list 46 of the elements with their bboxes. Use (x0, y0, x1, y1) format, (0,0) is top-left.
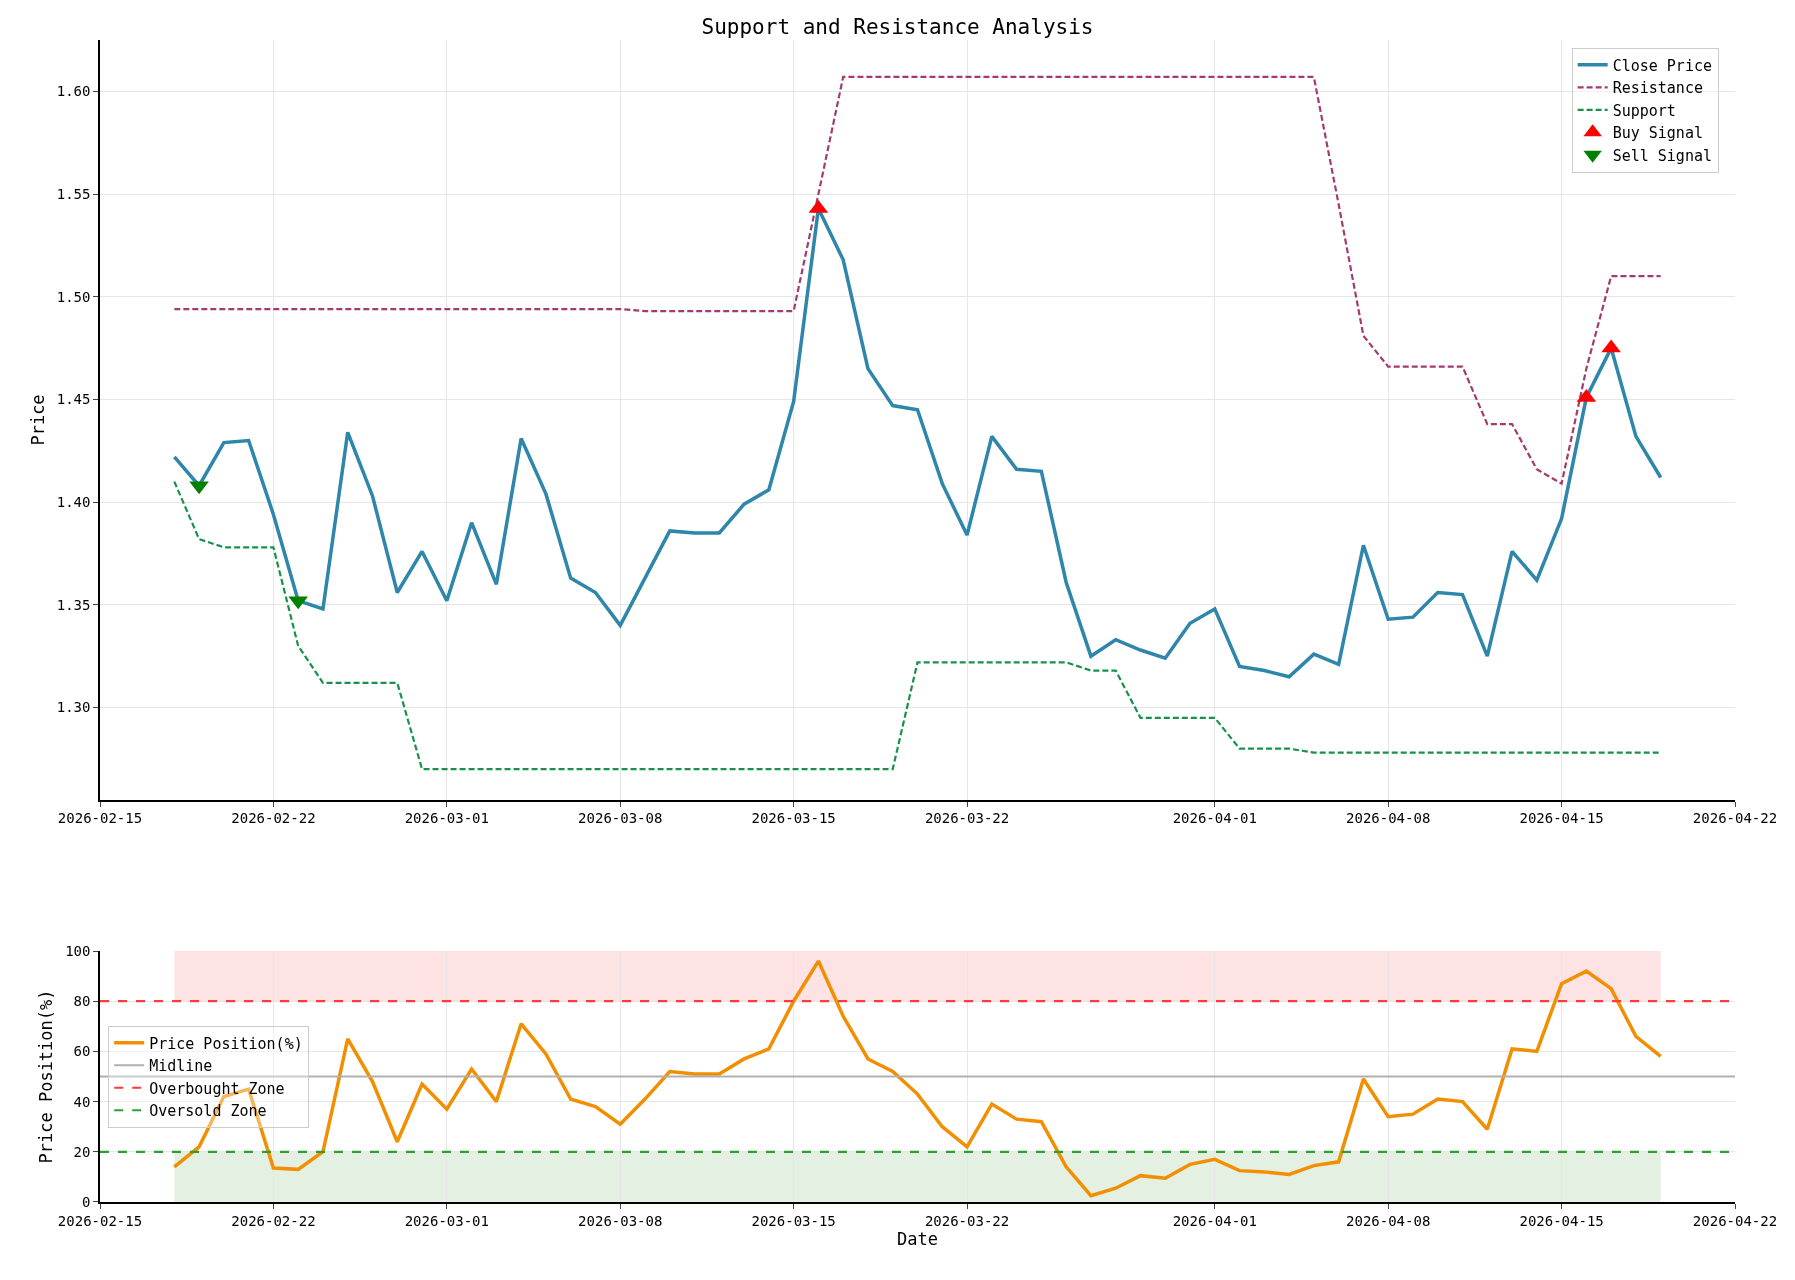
x-tick-label: 2026-04-08 (1346, 1212, 1431, 1229)
x-tick-label: 2026-02-15 (57, 1212, 143, 1229)
y-tick-label: 20 (73, 1143, 91, 1160)
x-tick-label: 2026-03-15 (751, 1212, 836, 1229)
y-tick-label: 0 (82, 1193, 91, 1210)
chart-title: Support and Resistance Analysis (701, 14, 1094, 39)
x-axis-title: Date (897, 1228, 938, 1249)
x-tick-label: 2026-04-01 (1172, 1212, 1257, 1229)
y-tick-label: 100 (65, 942, 91, 959)
legend-label: Close Price (1612, 56, 1712, 75)
x-tick-label: 2026-04-22 (1692, 1212, 1778, 1229)
legend-label: Overbought Zone (149, 1079, 285, 1098)
y-tick-label: 1.60 (56, 83, 91, 100)
x-tick-label: 2026-03-22 (924, 810, 1010, 827)
x-tick-label: 2026-03-22 (924, 1212, 1010, 1229)
x-tick-label: 2026-02-22 (231, 810, 316, 827)
x-tick-label: 2026-02-22 (231, 1212, 316, 1229)
x-tick-label: 2026-04-15 (1519, 1212, 1604, 1229)
ref-line-label: Midline (149, 1057, 213, 1076)
legend-label: Resistance (1612, 79, 1703, 98)
y-tick-label: 1.45 (56, 391, 91, 408)
x-tick-label: 2026-04-15 (1519, 810, 1604, 827)
x-tick-label: 2026-03-01 (404, 810, 489, 827)
y-tick-label: 40 (73, 1093, 91, 1110)
x-tick-label: 2026-03-08 (578, 810, 663, 827)
x-tick-label: 2026-03-08 (578, 1212, 663, 1229)
y-tick-label: 1.55 (56, 185, 91, 202)
legend-label: Sell Signal (1612, 146, 1712, 165)
x-tick-label: 2026-02-15 (57, 810, 143, 827)
x-tick-label: 2026-04-22 (1692, 810, 1778, 827)
y-tick-label: 1.30 (56, 699, 91, 716)
line-series (173, 480, 1662, 771)
y-tick-label: 1.35 (56, 596, 91, 613)
y-axis-title: Price Position(%) (36, 989, 57, 1164)
y-tick-label: 60 (73, 1043, 91, 1060)
y-axis-title: Price (27, 394, 48, 446)
y-tick-label: 1.50 (56, 288, 91, 305)
x-tick-label: 2026-03-15 (751, 810, 836, 827)
legend-label: Support (1612, 101, 1676, 120)
y-tick-label: 1.40 (56, 494, 91, 511)
legend-label: Buy Signal (1612, 124, 1703, 143)
x-tick-label: 2026-04-08 (1346, 810, 1431, 827)
x-tick-label: 2026-04-01 (1172, 810, 1257, 827)
x-tick-label: 2026-03-01 (404, 1212, 489, 1229)
legend-label: Price Position(%) (149, 1034, 303, 1053)
y-tick-label: 80 (73, 993, 91, 1010)
